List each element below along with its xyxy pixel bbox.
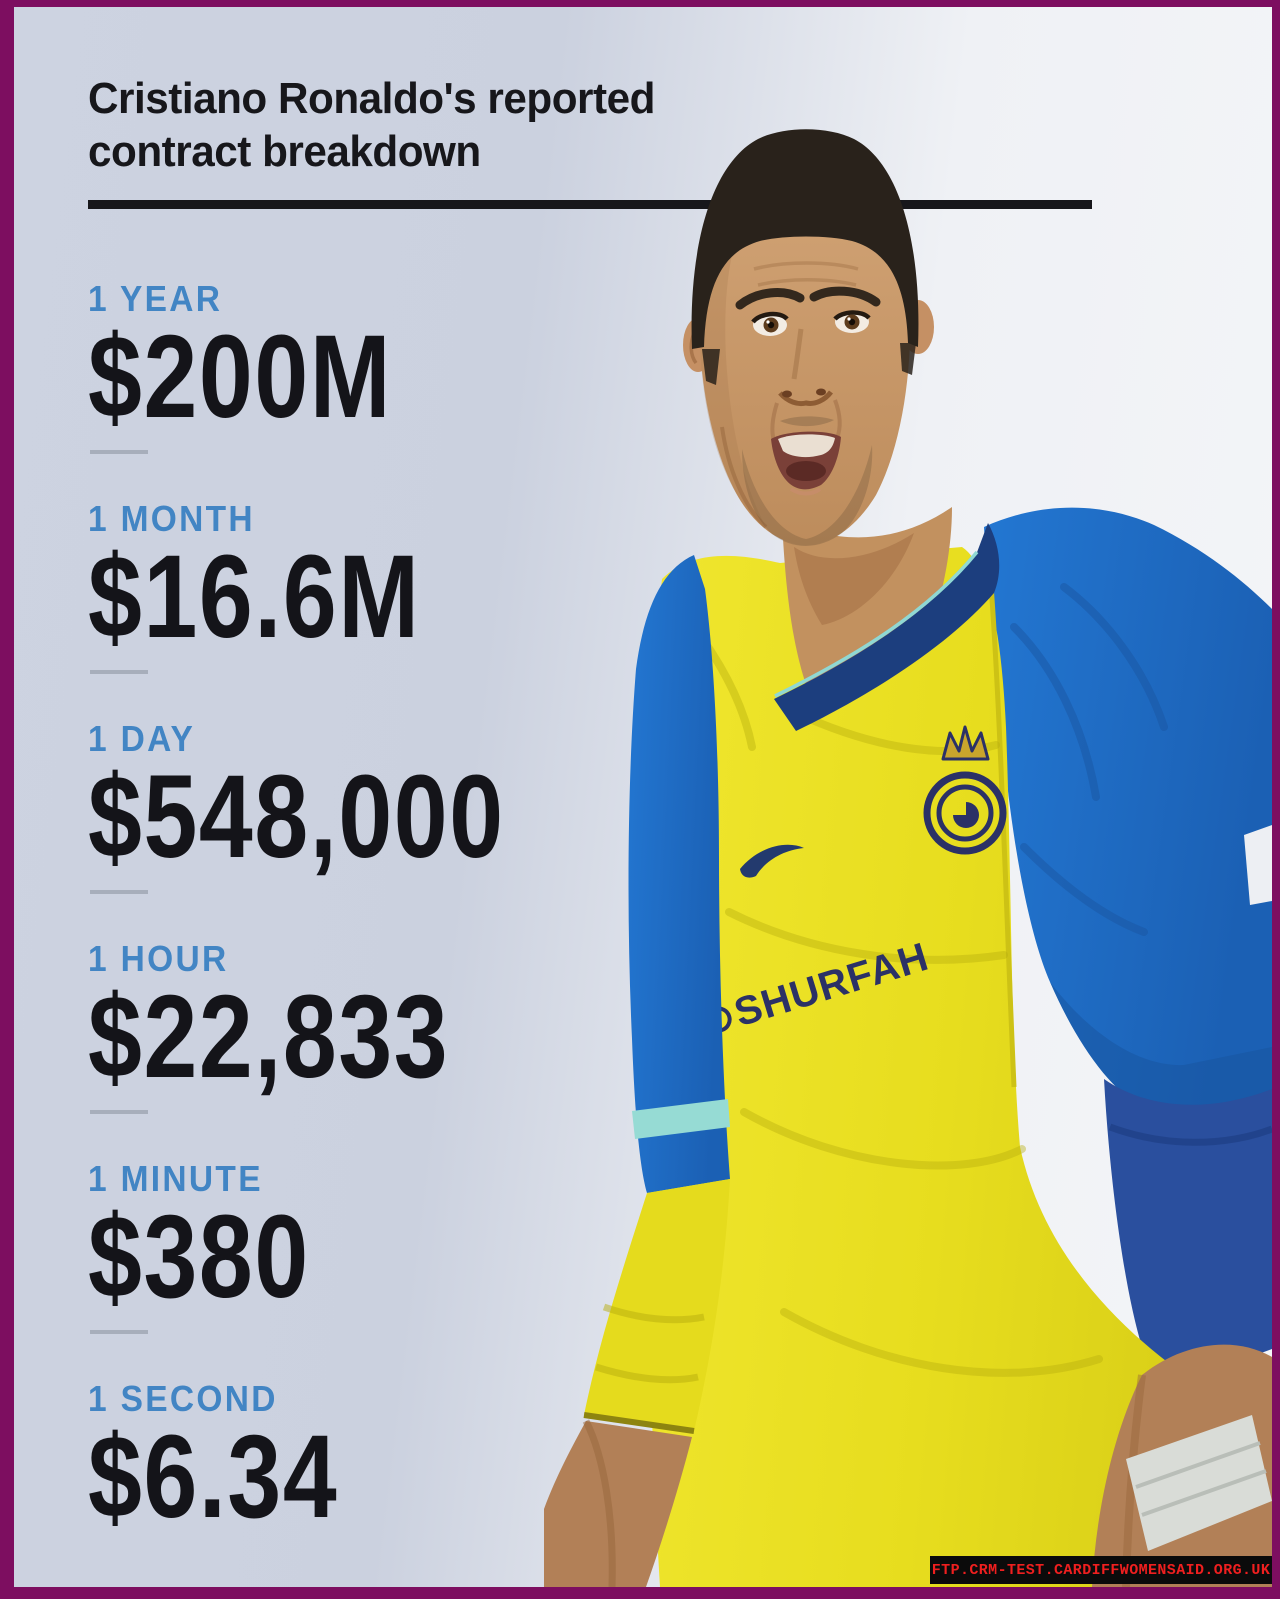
left-forearm bbox=[544, 1421, 692, 1587]
stat-divider bbox=[90, 1110, 148, 1114]
player-head bbox=[683, 129, 934, 546]
stat-divider bbox=[90, 890, 148, 894]
stat-day: 1 DAY $548,000 bbox=[88, 718, 568, 938]
stat-divider bbox=[90, 670, 148, 674]
stat-label: 1 HOUR bbox=[88, 938, 229, 979]
eyebrows bbox=[735, 286, 881, 310]
neck bbox=[782, 507, 952, 705]
stat-divider bbox=[90, 1330, 148, 1334]
captain-armband bbox=[632, 1099, 730, 1139]
page-title-line1: Cristiano Ronaldo's reported bbox=[88, 74, 655, 123]
stat-hour: 1 HOUR $22,833 bbox=[88, 938, 568, 1158]
right-sleeve-navy-band bbox=[1104, 1079, 1272, 1365]
stat-value: $6.34 bbox=[88, 1411, 339, 1543]
stat-label: 1 MINUTE bbox=[88, 1158, 263, 1199]
wrist-tape bbox=[1126, 1415, 1272, 1551]
page-title: Cristiano Ronaldo's reported contract br… bbox=[88, 73, 818, 179]
stat-value: $22,833 bbox=[88, 971, 450, 1103]
jersey-collar bbox=[774, 523, 1000, 731]
right-sleeve bbox=[984, 507, 1272, 1119]
face bbox=[699, 157, 911, 546]
stat-label: 1 SECOND bbox=[88, 1378, 278, 1419]
infographic-card: Cristiano Ronaldo's reported contract br… bbox=[14, 7, 1272, 1587]
stat-label: 1 DAY bbox=[88, 718, 196, 759]
brand-swoosh-icon bbox=[740, 844, 804, 878]
stat-value: $548,000 bbox=[88, 751, 505, 883]
jersey-torso bbox=[646, 547, 1272, 1587]
watermark: FTP.CRM-TEST.CARDIFFWOMENSAID.ORG.UK bbox=[930, 1556, 1272, 1584]
stat-label: 1 YEAR bbox=[88, 278, 223, 319]
stat-value: $16.6M bbox=[88, 531, 421, 663]
left-sleeve bbox=[628, 555, 730, 1193]
stat-value: $200M bbox=[88, 311, 393, 443]
hair bbox=[691, 129, 919, 349]
stat-year: 1 YEAR $200M bbox=[88, 278, 568, 498]
stat-second: 1 SECOND $6.34 bbox=[88, 1378, 568, 1587]
title-underline-rule bbox=[88, 200, 1092, 209]
al-nassr-crest-icon bbox=[923, 725, 1007, 855]
stat-divider bbox=[90, 450, 148, 454]
stat-month: 1 MONTH $16.6M bbox=[88, 498, 568, 718]
stat-minute: 1 MINUTE $380 bbox=[88, 1158, 568, 1378]
player-photo: SHURFAH bbox=[544, 129, 1272, 1587]
page-title-line2: contract breakdown bbox=[88, 126, 481, 176]
stat-label: 1 MONTH bbox=[88, 498, 255, 539]
stat-value: $380 bbox=[88, 1191, 310, 1323]
